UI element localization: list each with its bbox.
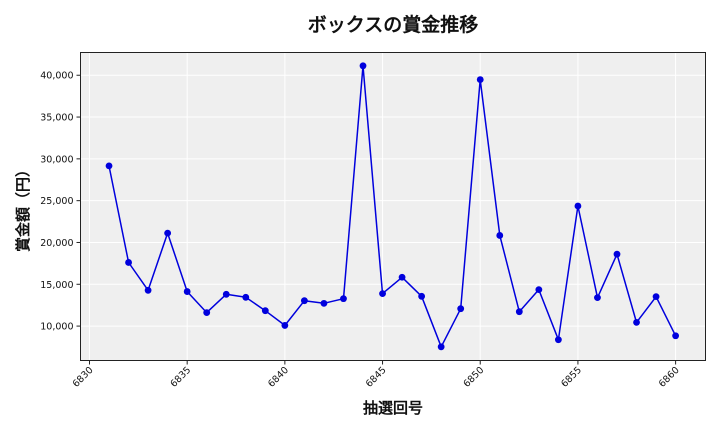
data-point: [359, 62, 367, 70]
data-point: [183, 288, 191, 295]
data-point: [476, 76, 484, 83]
data-point: [594, 294, 601, 302]
data-point: [105, 162, 113, 170]
data-point: [437, 343, 445, 351]
data-point: [496, 232, 504, 239]
x-axis-label: 抽選回号: [363, 399, 423, 417]
data-point: [300, 297, 308, 305]
data-point: [398, 273, 406, 281]
y-tick-label: 10,000: [40, 322, 73, 333]
data-point: [574, 202, 582, 210]
y-tick-label: 40,000: [40, 71, 73, 82]
data-point: [203, 309, 211, 317]
data-point: [457, 305, 465, 313]
chart-title: ボックスの賞金推移: [308, 13, 478, 36]
data-point: [633, 319, 640, 326]
y-tick-label: 15,000: [40, 280, 73, 291]
y-tick-label: 20,000: [40, 238, 73, 249]
x-tick-label: 6850: [461, 365, 486, 390]
series-line: [108, 65, 677, 348]
data-point: [164, 229, 172, 237]
data-point: [222, 290, 230, 298]
x-tick-label: 6830: [71, 365, 96, 390]
data-point: [320, 299, 328, 307]
data-point: [672, 332, 680, 340]
data-point: [261, 307, 269, 315]
data-point: [242, 293, 250, 301]
x-tick-label: 6860: [657, 365, 682, 390]
y-axis-label: 賞金額（円）: [14, 162, 32, 252]
data-point: [613, 250, 621, 258]
data-point: [515, 308, 523, 316]
x-tick-label: 6835: [168, 365, 193, 390]
x-axis-ticks: 6830 6835 6840 6845 6850 6855 6860: [71, 360, 682, 390]
plot-area: [80, 52, 706, 361]
data-point: [535, 286, 543, 294]
y-tick-label: 25,000: [40, 196, 73, 207]
x-tick-label: 6845: [364, 365, 389, 390]
data-point: [281, 322, 289, 329]
data-series: [105, 62, 680, 351]
y-tick-label: 35,000: [40, 113, 73, 124]
data-point: [379, 290, 386, 298]
x-tick-label: 6855: [559, 365, 584, 390]
data-point: [340, 295, 347, 303]
data-point: [144, 286, 152, 294]
data-point: [554, 336, 562, 344]
y-axis-ticks: 10,000 15,000 20,000 25,000 30,000 35,000 40,0…: [40, 71, 81, 333]
data-point: [652, 293, 660, 301]
data-point: [418, 292, 426, 300]
data-point: [125, 259, 132, 266]
y-tick-label: 30,000: [40, 154, 73, 165]
plot-frame: [80, 52, 706, 361]
x-tick-label: 6840: [266, 365, 291, 390]
